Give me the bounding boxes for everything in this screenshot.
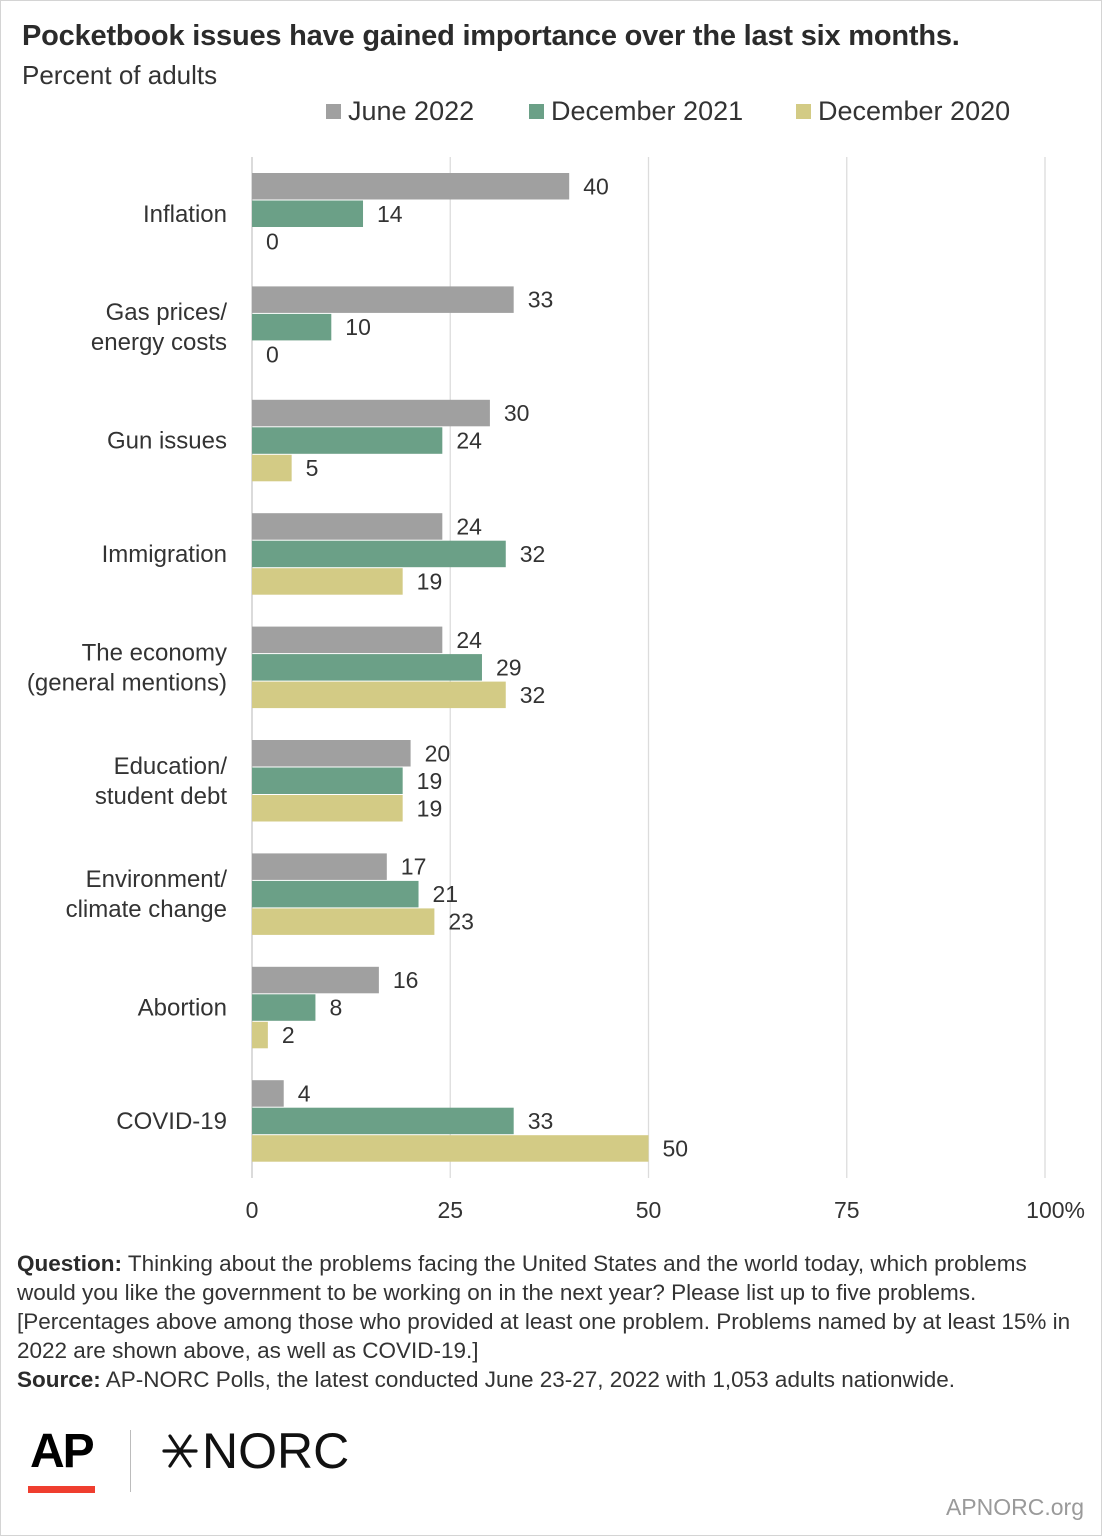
chart-subtitle: Percent of adults — [22, 60, 218, 90]
ap-logo-bar — [28, 1486, 95, 1493]
data-label: 33 — [528, 1108, 554, 1134]
data-label: 4 — [298, 1080, 311, 1106]
bar — [252, 966, 379, 994]
data-label: 17 — [401, 854, 427, 880]
ap-logo: AP — [30, 1425, 95, 1478]
data-label: 19 — [417, 795, 443, 821]
data-label: 24 — [456, 513, 482, 539]
source-label: Source: — [17, 1367, 101, 1392]
bar — [252, 1021, 268, 1049]
bar — [252, 626, 443, 654]
bar — [252, 427, 443, 454]
x-tick-label: 0 — [246, 1197, 259, 1223]
data-label: 10 — [345, 314, 371, 340]
legend-label: December 2021 — [551, 96, 744, 126]
category-label: student debt — [95, 783, 227, 810]
bar — [252, 313, 332, 341]
bar — [252, 173, 570, 200]
data-label: 29 — [496, 654, 522, 680]
bar — [252, 853, 387, 880]
category-label: Environment/ — [86, 866, 228, 893]
category-label: COVID-19 — [116, 1108, 227, 1135]
bar — [252, 1135, 649, 1162]
data-label: 24 — [456, 627, 482, 653]
category-label: Gun issues — [107, 428, 227, 455]
data-label: 40 — [583, 173, 609, 199]
data-label: 5 — [306, 455, 319, 481]
legend-item-june-2022: June 2022 — [326, 96, 474, 127]
bar — [252, 513, 443, 540]
category-label: climate change — [66, 896, 227, 923]
category-label: Inflation — [143, 201, 227, 228]
x-tick-label: 100% — [1026, 1197, 1085, 1223]
category-label: Education/ — [114, 753, 228, 780]
data-label: 0 — [266, 228, 279, 254]
footnote: Question: Thinking about the problems fa… — [17, 1249, 1087, 1394]
bar — [252, 1107, 514, 1135]
legend-label: December 2020 — [818, 96, 1011, 126]
x-tick-label: 25 — [437, 1197, 463, 1223]
x-tick-label: 50 — [636, 1197, 662, 1223]
category-label: (general mentions) — [27, 669, 227, 696]
legend-swatch — [326, 104, 341, 119]
question-text: Thinking about the problems facing the U… — [17, 1251, 1071, 1363]
data-label: 14 — [377, 201, 403, 227]
data-label: 19 — [417, 568, 443, 594]
bar — [252, 795, 403, 822]
x-tick-label: 75 — [834, 1197, 860, 1223]
bar — [252, 454, 292, 482]
category-label: Gas prices/ — [106, 299, 228, 326]
site-url: APNORC.org — [945, 1494, 1084, 1520]
data-label: 30 — [504, 400, 530, 426]
question-label: Question: — [17, 1251, 122, 1276]
bar — [252, 994, 316, 1021]
data-label: 8 — [329, 995, 342, 1021]
data-label: 50 — [663, 1135, 689, 1161]
bar — [252, 568, 403, 595]
category-label: energy costs — [91, 329, 227, 356]
bar — [252, 1080, 284, 1107]
legend-swatch — [796, 104, 811, 119]
bar — [252, 654, 482, 681]
data-label: 16 — [393, 967, 419, 993]
bar — [252, 399, 490, 427]
data-label: 2 — [282, 1022, 295, 1048]
bar — [252, 908, 435, 935]
data-label: 0 — [266, 342, 279, 368]
legend-swatch — [529, 104, 544, 119]
data-label: 20 — [425, 740, 451, 766]
bar — [252, 200, 364, 227]
legend-item-december-2020: December 2020 — [796, 96, 1010, 127]
norc-logo: NORC — [160, 1422, 349, 1480]
data-label: 32 — [520, 682, 546, 708]
source-text: AP-NORC Polls, the latest conducted June… — [100, 1367, 956, 1392]
bar — [252, 740, 411, 767]
bar — [252, 540, 506, 568]
bar — [252, 681, 506, 709]
norc-logo-text: NORC — [202, 1423, 350, 1479]
data-label: 23 — [448, 909, 474, 935]
category-label: Abortion — [138, 995, 227, 1022]
category-label: The economy — [82, 639, 227, 666]
bar — [252, 880, 419, 908]
data-label: 21 — [433, 881, 459, 907]
chart-title: Pocketbook issues have gained importance… — [22, 20, 960, 52]
data-label: 19 — [417, 768, 443, 794]
data-label: 33 — [528, 287, 554, 313]
legend-item-december-2021: December 2021 — [529, 96, 743, 127]
bar — [252, 286, 514, 313]
bar — [252, 767, 403, 794]
category-label: Immigration — [102, 541, 227, 568]
data-label: 24 — [456, 428, 482, 454]
norc-star-icon — [162, 1434, 198, 1468]
data-label: 32 — [520, 541, 546, 567]
legend: June 2022 December 2021 December 2020 — [0, 96, 1102, 130]
legend-label: June 2022 — [348, 96, 475, 126]
logo-divider — [130, 1430, 131, 1492]
